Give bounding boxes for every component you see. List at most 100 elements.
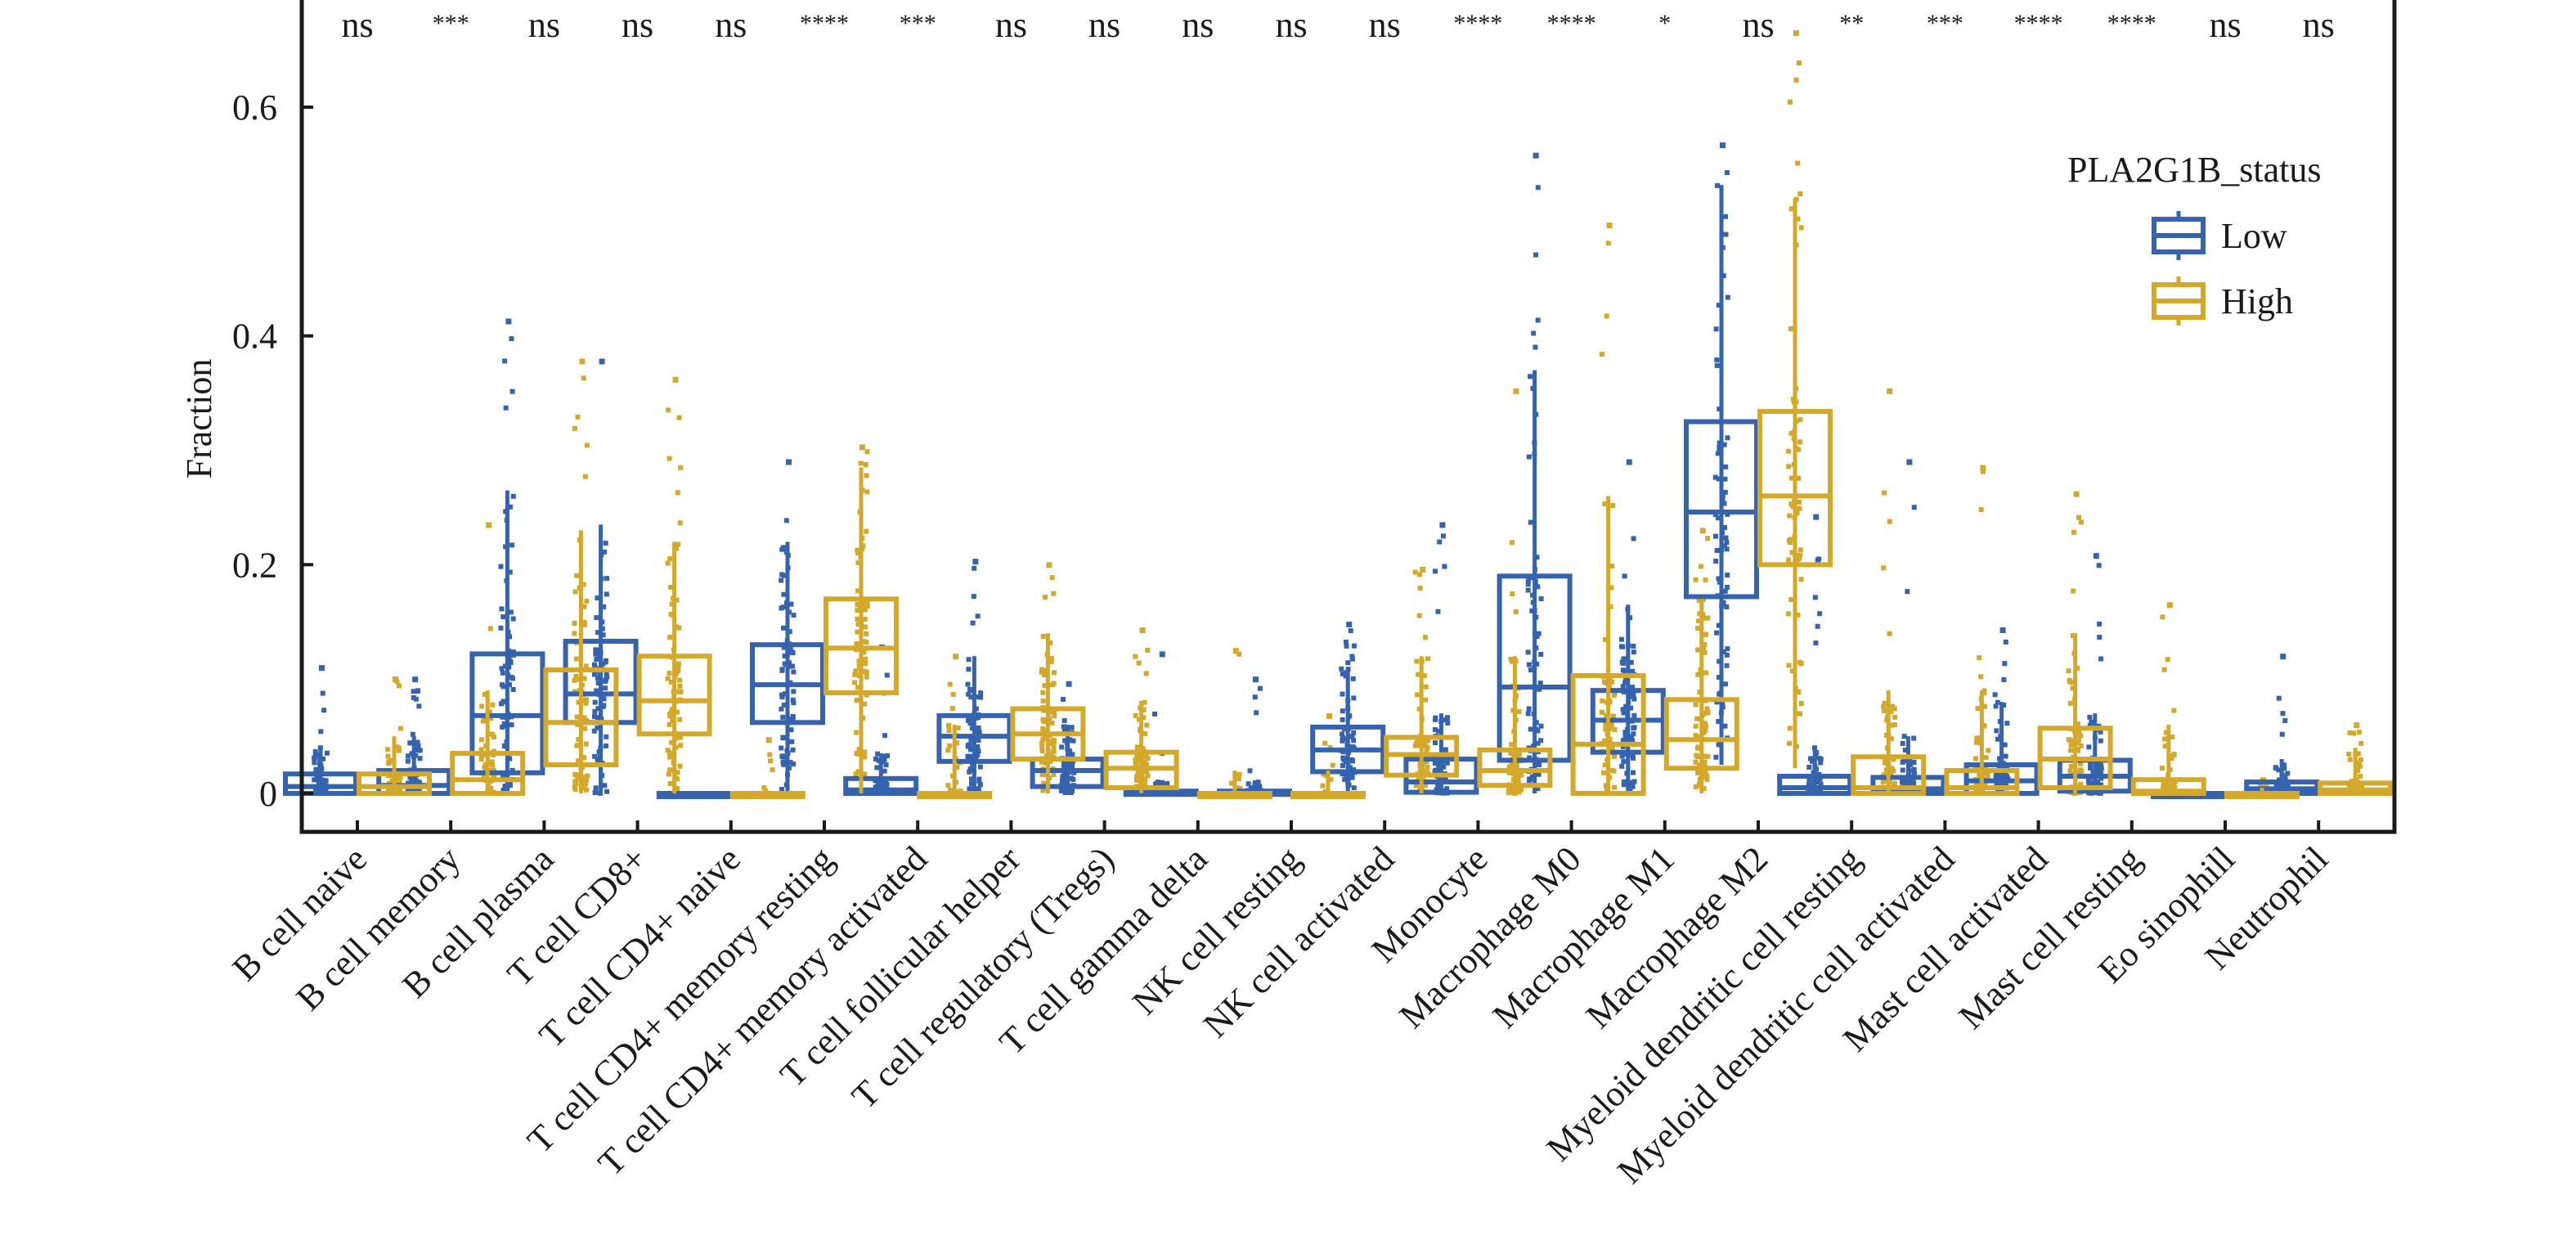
data-point	[2087, 714, 2093, 720]
data-point	[949, 705, 955, 711]
data-point	[2088, 761, 2094, 766]
data-point	[1723, 535, 1729, 541]
data-point	[791, 762, 797, 767]
data-point	[1693, 784, 1699, 790]
data-point	[676, 415, 682, 420]
data-point	[1911, 735, 1917, 741]
data-point	[1535, 786, 1541, 792]
data-point	[669, 739, 675, 745]
data-point	[977, 782, 983, 788]
data-point	[1043, 772, 1048, 778]
legend-label: Low	[2221, 216, 2287, 256]
data-point	[572, 631, 577, 636]
data-point	[1069, 788, 1075, 794]
data-point	[1702, 753, 1708, 759]
data-point	[1515, 750, 1520, 756]
data-point	[1725, 573, 1730, 578]
data-point	[1713, 559, 1719, 564]
data-point	[781, 762, 787, 767]
data-point	[2001, 676, 2007, 682]
data-point	[2002, 772, 2008, 778]
data-point	[1911, 505, 1917, 510]
data-point	[1067, 749, 1073, 755]
data-point	[770, 767, 775, 773]
data-point	[1349, 656, 1355, 662]
data-point	[881, 753, 886, 759]
data-point	[780, 714, 786, 720]
data-point	[1716, 476, 1721, 482]
data-point	[1043, 595, 1048, 600]
data-point	[2282, 717, 2288, 723]
data-point	[491, 767, 496, 773]
data-point	[1351, 785, 1357, 791]
data-point	[1797, 417, 1803, 423]
data-point	[852, 680, 858, 685]
data-point	[967, 686, 973, 692]
data-point	[1789, 550, 1795, 555]
data-point	[1621, 780, 1627, 785]
data-point	[790, 714, 796, 720]
data-point	[975, 613, 981, 619]
data-point	[1714, 182, 1720, 188]
data-point	[976, 748, 981, 754]
data-point	[883, 762, 889, 768]
data-point	[1622, 573, 1627, 579]
data-point	[1135, 744, 1141, 750]
data-point	[780, 759, 786, 765]
data-point	[781, 625, 787, 631]
data-point	[1432, 740, 1438, 746]
data-point	[1529, 608, 1535, 613]
data-point	[873, 756, 878, 762]
data-point	[1716, 719, 1721, 725]
data-point	[864, 674, 869, 680]
x-tick-label: Myeloid dendritic cell activated	[1609, 838, 1962, 1191]
data-point	[853, 668, 859, 674]
data-point	[1724, 540, 1730, 546]
data-point	[2076, 729, 2082, 735]
data-point	[2085, 778, 2091, 784]
data-point	[2281, 763, 2287, 769]
data-point	[1713, 754, 1719, 760]
data-point	[1795, 612, 1801, 618]
data-point	[1900, 780, 1905, 785]
data-point	[2071, 633, 2076, 639]
box	[1663, 697, 1739, 771]
data-point	[2078, 743, 2084, 748]
data-point	[1798, 577, 1804, 582]
data-point	[856, 658, 862, 664]
data-point	[1788, 206, 1794, 212]
data-point	[976, 776, 982, 782]
data-point	[864, 473, 869, 478]
data-point	[1152, 711, 1158, 717]
data-point	[1444, 786, 1450, 792]
data-point	[1695, 626, 1701, 631]
data-point	[1722, 681, 1728, 687]
data-point	[1061, 763, 1066, 769]
data-point	[584, 697, 590, 703]
data-point	[948, 788, 954, 793]
data-point	[1703, 771, 1708, 776]
data-point	[1603, 783, 1609, 788]
data-point	[1609, 564, 1615, 569]
data-point	[2098, 656, 2104, 662]
data-point	[2071, 529, 2077, 535]
data-point	[1609, 679, 1615, 685]
data-point	[591, 714, 597, 720]
data-point	[1621, 710, 1627, 716]
data-point	[1994, 782, 1999, 788]
data-point	[2171, 708, 2177, 713]
data-point	[855, 622, 861, 627]
data-point	[976, 729, 982, 735]
data-point	[789, 717, 795, 723]
data-point	[585, 773, 590, 779]
data-point	[2003, 753, 2008, 759]
data-point	[1517, 772, 1523, 778]
data-point	[415, 688, 420, 694]
data-point	[967, 747, 973, 753]
data-point	[1535, 728, 1541, 734]
outlier-point	[1046, 562, 1052, 568]
data-point	[677, 735, 683, 740]
data-point	[1528, 374, 1533, 380]
data-point	[1533, 344, 1538, 350]
data-point	[573, 673, 579, 679]
